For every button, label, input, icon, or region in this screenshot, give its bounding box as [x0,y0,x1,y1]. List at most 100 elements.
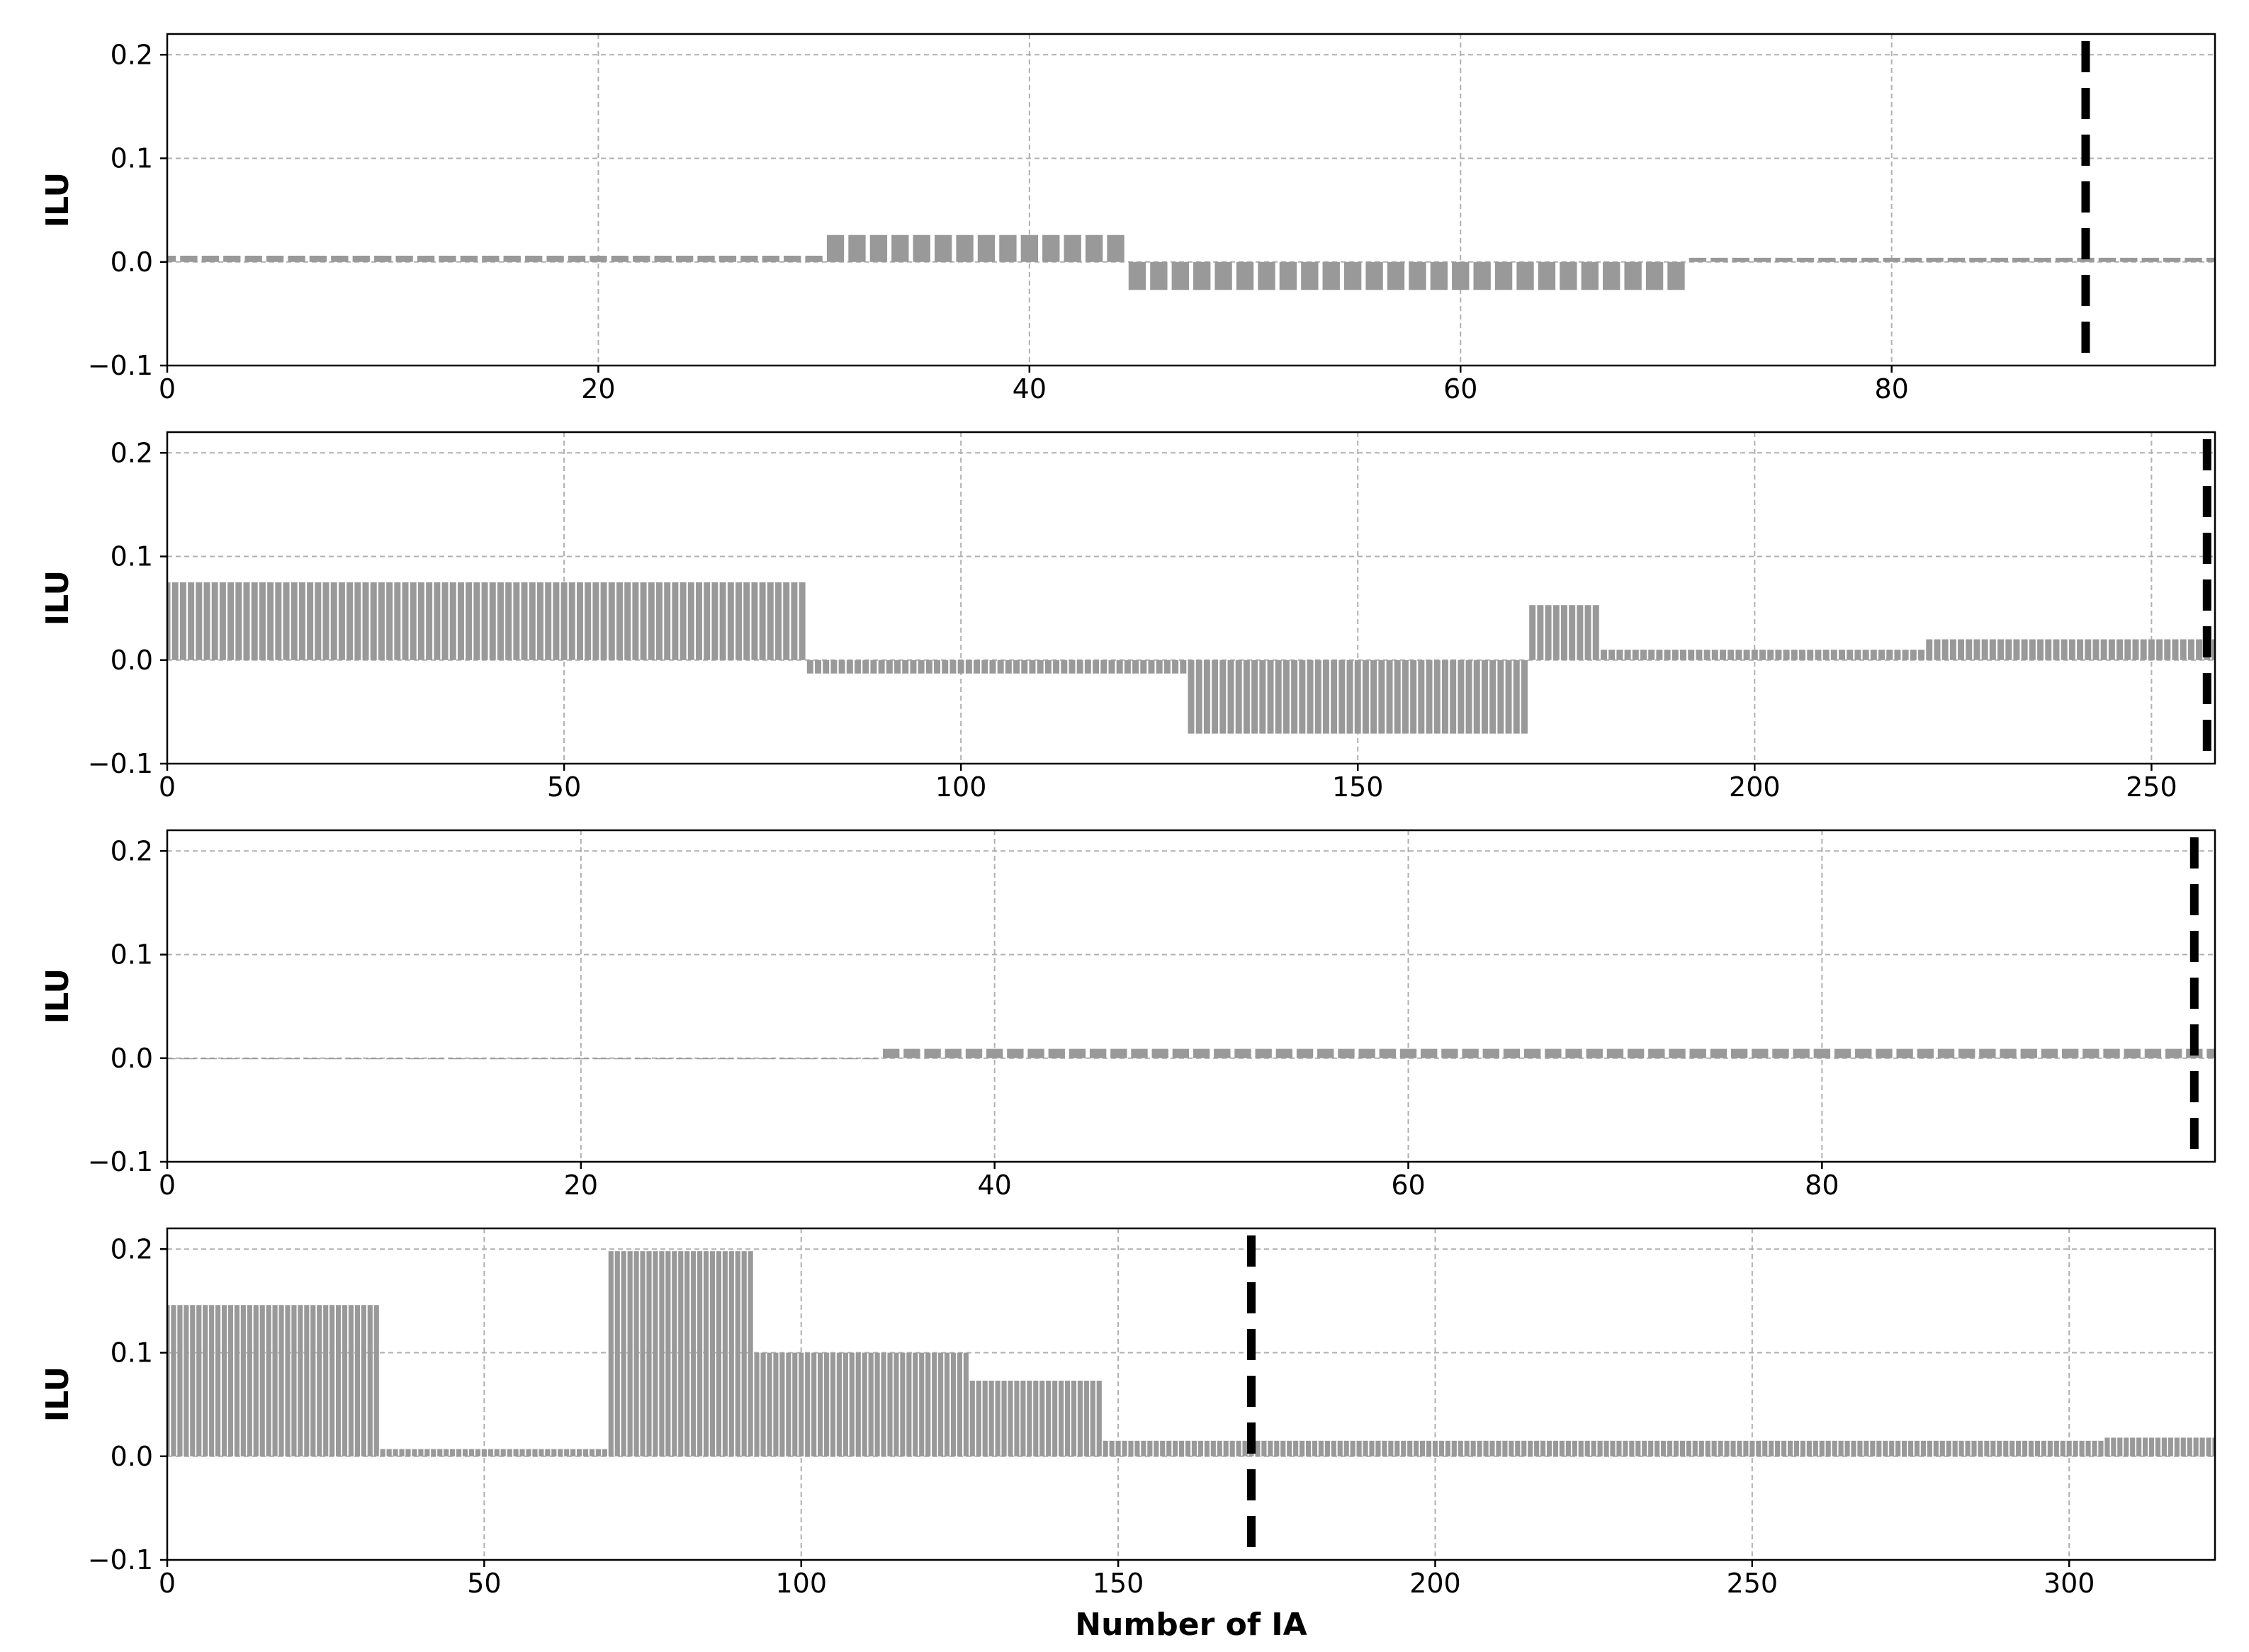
bar [1064,1380,1071,1456]
bar [497,582,504,660]
bar [1354,660,1361,734]
bar [2172,639,2179,660]
bar [1027,1380,1032,1456]
bar [513,582,520,660]
bar [1375,1440,1381,1456]
bar [573,1058,590,1060]
bar [2130,1437,2136,1456]
bar [2180,1437,2186,1456]
bar [590,255,607,262]
bar [818,1352,823,1456]
bar [223,255,241,262]
bar [1141,1440,1146,1456]
bar [1071,1380,1077,1456]
bar [1751,650,1758,660]
bar [775,582,782,660]
bar [703,1251,709,1456]
bar [1064,234,1081,262]
bar [1450,660,1457,734]
bar [1103,1440,1108,1456]
bar [1862,650,1869,660]
bar [519,1449,525,1456]
bar [1642,1440,1647,1456]
bar [779,1058,796,1060]
bar [1331,660,1338,734]
bar [1261,1440,1267,1456]
bar [906,1352,912,1456]
bar [177,1305,183,1456]
bar [665,1251,671,1456]
bar [2193,1437,2199,1456]
bar [539,1449,544,1456]
bar [1402,660,1409,734]
bar [1195,660,1202,734]
bar [1692,1440,1698,1456]
y-tick-label: 0.0 [111,247,153,278]
bar [2082,1048,2099,1058]
bar [1584,1440,1590,1456]
bar [1085,234,1103,262]
bar [2010,1440,2015,1456]
bar [659,1251,665,1456]
bar [203,582,210,660]
bar [1322,261,1340,290]
bar [1318,1440,1324,1456]
bar [180,255,198,262]
bar [1362,660,1369,734]
bar [1703,650,1710,660]
bar [2100,639,2107,660]
bar [1819,1440,1825,1456]
bar [240,1305,246,1456]
bar [1300,1440,1305,1456]
bar [1084,660,1091,674]
bar [469,1058,486,1060]
bar [1545,1048,1562,1058]
bar [1767,650,1774,660]
bar [1426,1440,1432,1456]
bar [444,1449,449,1456]
subplot-2: 0 50 100 150 200 250 −0.1 0.0 0.1 0.2 ILU [40,431,2216,803]
bar [2003,1440,2009,1456]
bar [1545,605,1552,660]
bar [1433,660,1441,734]
bar [1477,1440,1482,1456]
bar [399,1449,405,1456]
bar [1949,639,1956,660]
bar [878,660,885,674]
bar [823,1352,830,1456]
bar [719,582,726,660]
bar [582,1449,589,1456]
x-tick-label: 50 [467,1568,501,1599]
bar [1140,660,1147,674]
bar [672,1251,677,1456]
bar [1572,1440,1577,1456]
bar [1581,261,1599,290]
x-tick-label: 100 [935,771,987,803]
bar [1171,261,1189,290]
bar [1388,1440,1394,1456]
bar [727,582,734,660]
bar [2155,1437,2161,1456]
bar [1116,660,1123,674]
bar [2124,639,2131,660]
bar [1312,1440,1318,1456]
bar [1781,1440,1787,1456]
bar [1338,660,1346,734]
y-tick-label: −0.1 [88,1146,153,1177]
bar [437,1449,443,1456]
bar [546,255,564,262]
bar [449,1058,466,1060]
bar [1597,1440,1603,1456]
bar [1839,257,1858,262]
bar [633,1251,639,1456]
bar [956,234,974,262]
bar [1656,650,1663,660]
y-tick-label: 0.1 [111,1337,153,1369]
bar [1107,234,1124,262]
bar [288,255,305,262]
bar [2164,639,2171,660]
bar [1855,1048,1872,1058]
bar [373,1305,379,1456]
bar [1981,639,1988,660]
bar [405,1449,411,1456]
